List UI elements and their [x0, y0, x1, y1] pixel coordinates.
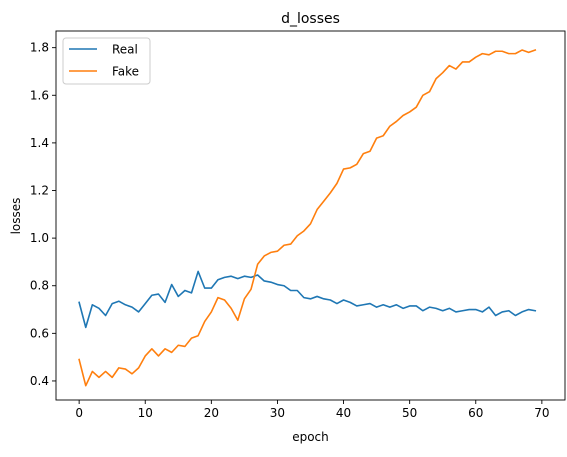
- x-tick-label: 40: [336, 406, 351, 420]
- y-tick-label: 1.8: [30, 41, 49, 55]
- x-tick-label: 10: [138, 406, 153, 420]
- y-tick-label: 1.4: [30, 136, 49, 150]
- x-tick-label: 0: [75, 406, 83, 420]
- plot-frame: [55, 30, 566, 401]
- x-tick-label: 20: [204, 406, 219, 420]
- y-tick-label: 1.6: [30, 88, 49, 102]
- series-line-real: [78, 270, 537, 329]
- y-tick-label: 0.4: [30, 374, 49, 388]
- x-tick-label: 30: [270, 406, 285, 420]
- y-tick-label: 1.2: [30, 184, 49, 198]
- series-layer: [78, 49, 537, 387]
- axes-layer: 0 10 20 30 40 50 60 70 0.4 0.6 0.8 1.0 1.2 1.4 1.6 1.8: [30, 30, 566, 420]
- y-axis-label: losses: [9, 198, 23, 235]
- legend: Real Fake: [62, 37, 151, 85]
- x-axis-label: epoch: [292, 430, 329, 444]
- series-line-fake: [78, 49, 537, 387]
- y-tick-label: 0.8: [30, 279, 49, 293]
- x-tick-label: 70: [534, 406, 549, 420]
- x-tick-label: 50: [402, 406, 417, 420]
- y-tick-label: 0.6: [30, 326, 49, 340]
- legend-label-fake: Fake: [112, 65, 139, 79]
- legend-label-real: Real: [112, 43, 138, 57]
- chart-title: d_losses: [281, 11, 340, 27]
- y-tick-label: 1.0: [30, 231, 49, 245]
- x-tick-label: 60: [468, 406, 483, 420]
